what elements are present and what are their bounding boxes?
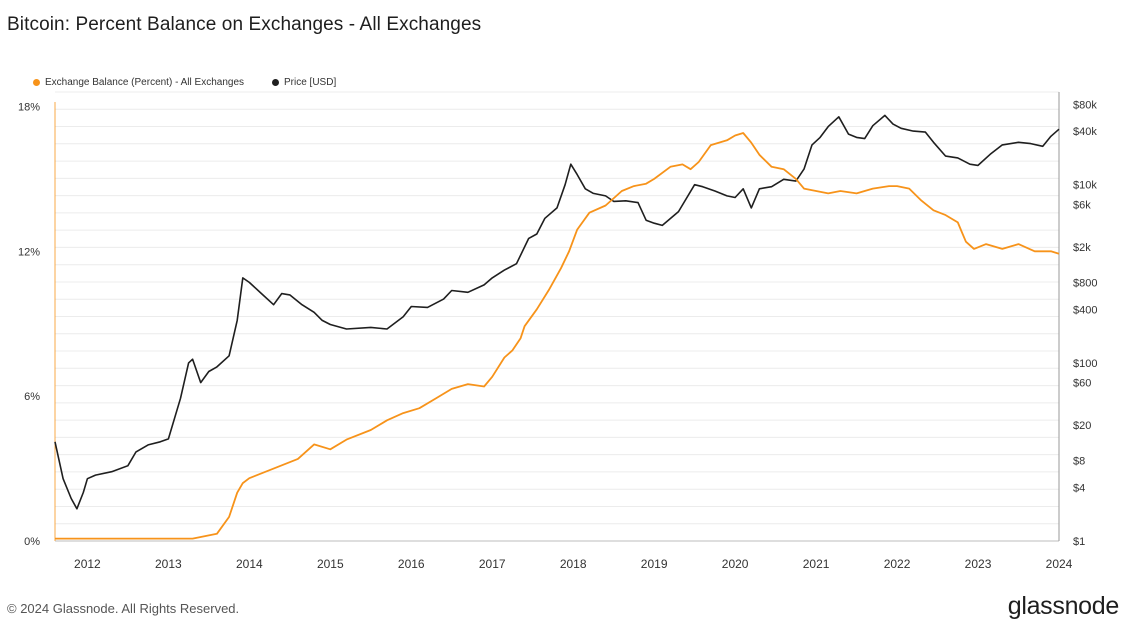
chart-title: Bitcoin: Percent Balance on Exchanges - … bbox=[7, 14, 482, 35]
x-tick-label: 2014 bbox=[236, 557, 263, 571]
y-right-tick-label: $60 bbox=[1073, 378, 1091, 390]
y-right-tick-label: $8 bbox=[1073, 456, 1085, 468]
x-tick-label: 2017 bbox=[479, 557, 506, 571]
x-tick-label: 2022 bbox=[884, 557, 911, 571]
tick-labels: 2012 2013 2014 2015 2016 2017 2018 2019 2020 2021… bbox=[18, 99, 1098, 571]
grid-lines bbox=[55, 91, 1059, 542]
x-tick-label: 2020 bbox=[722, 557, 749, 571]
legend-label-balance: Exchange Balance (Percent) - All Exchang… bbox=[45, 76, 244, 88]
y-right-tick-label: $1 bbox=[1073, 536, 1085, 548]
y-right-tick-label: $400 bbox=[1073, 304, 1097, 316]
legend-label-price: Price [USD] bbox=[284, 76, 337, 88]
x-tick-label: 2019 bbox=[641, 557, 668, 571]
y-right-tick-label: $80k bbox=[1073, 99, 1097, 111]
y-left-tick-label: 12% bbox=[18, 246, 40, 258]
x-tick-label: 2018 bbox=[560, 557, 587, 571]
legend-swatch-balance bbox=[33, 78, 40, 86]
y-right-tick-label: $10k bbox=[1073, 180, 1097, 192]
y-right-tick-label: $40k bbox=[1073, 126, 1097, 138]
x-tick-label: 2021 bbox=[803, 557, 830, 571]
y-right-tick-label: $800 bbox=[1073, 277, 1097, 289]
x-tick-label: 2013 bbox=[155, 557, 182, 571]
copyright-footer: © 2024 Glassnode. All Rights Reserved. bbox=[7, 601, 240, 616]
y-left-tick-label: 0% bbox=[24, 536, 40, 548]
chart-legend: Exchange Balance (Percent) - All Exchang… bbox=[33, 75, 364, 89]
x-tick-label: 2024 bbox=[1046, 557, 1073, 571]
series-lines bbox=[54, 114, 1060, 540]
y-right-tick-label: $2k bbox=[1073, 242, 1091, 254]
axes bbox=[54, 92, 1060, 542]
x-tick-label: 2016 bbox=[398, 557, 425, 571]
x-tick-label: 2023 bbox=[965, 557, 992, 571]
y-right-tick-label: $6k bbox=[1073, 200, 1091, 212]
y-right-tick-label: $20 bbox=[1073, 420, 1091, 432]
x-tick-label: 2015 bbox=[317, 557, 344, 571]
series-line-balance bbox=[55, 132, 1060, 540]
y-right-tick-label: $100 bbox=[1073, 358, 1097, 370]
y-left-tick-label: 6% bbox=[24, 391, 40, 403]
x-tick-label: 2012 bbox=[74, 557, 101, 571]
y-right-tick-label: $4 bbox=[1073, 482, 1085, 494]
legend-item-balance[interactable]: Exchange Balance (Percent) - All Exchang… bbox=[33, 77, 244, 88]
series-line-price bbox=[54, 114, 1060, 510]
y-left-tick-label: 18% bbox=[18, 101, 40, 113]
legend-swatch-price bbox=[272, 78, 279, 86]
brand-logo: glassnode bbox=[1007, 592, 1120, 620]
legend-item-price[interactable]: Price [USD] bbox=[272, 77, 336, 88]
